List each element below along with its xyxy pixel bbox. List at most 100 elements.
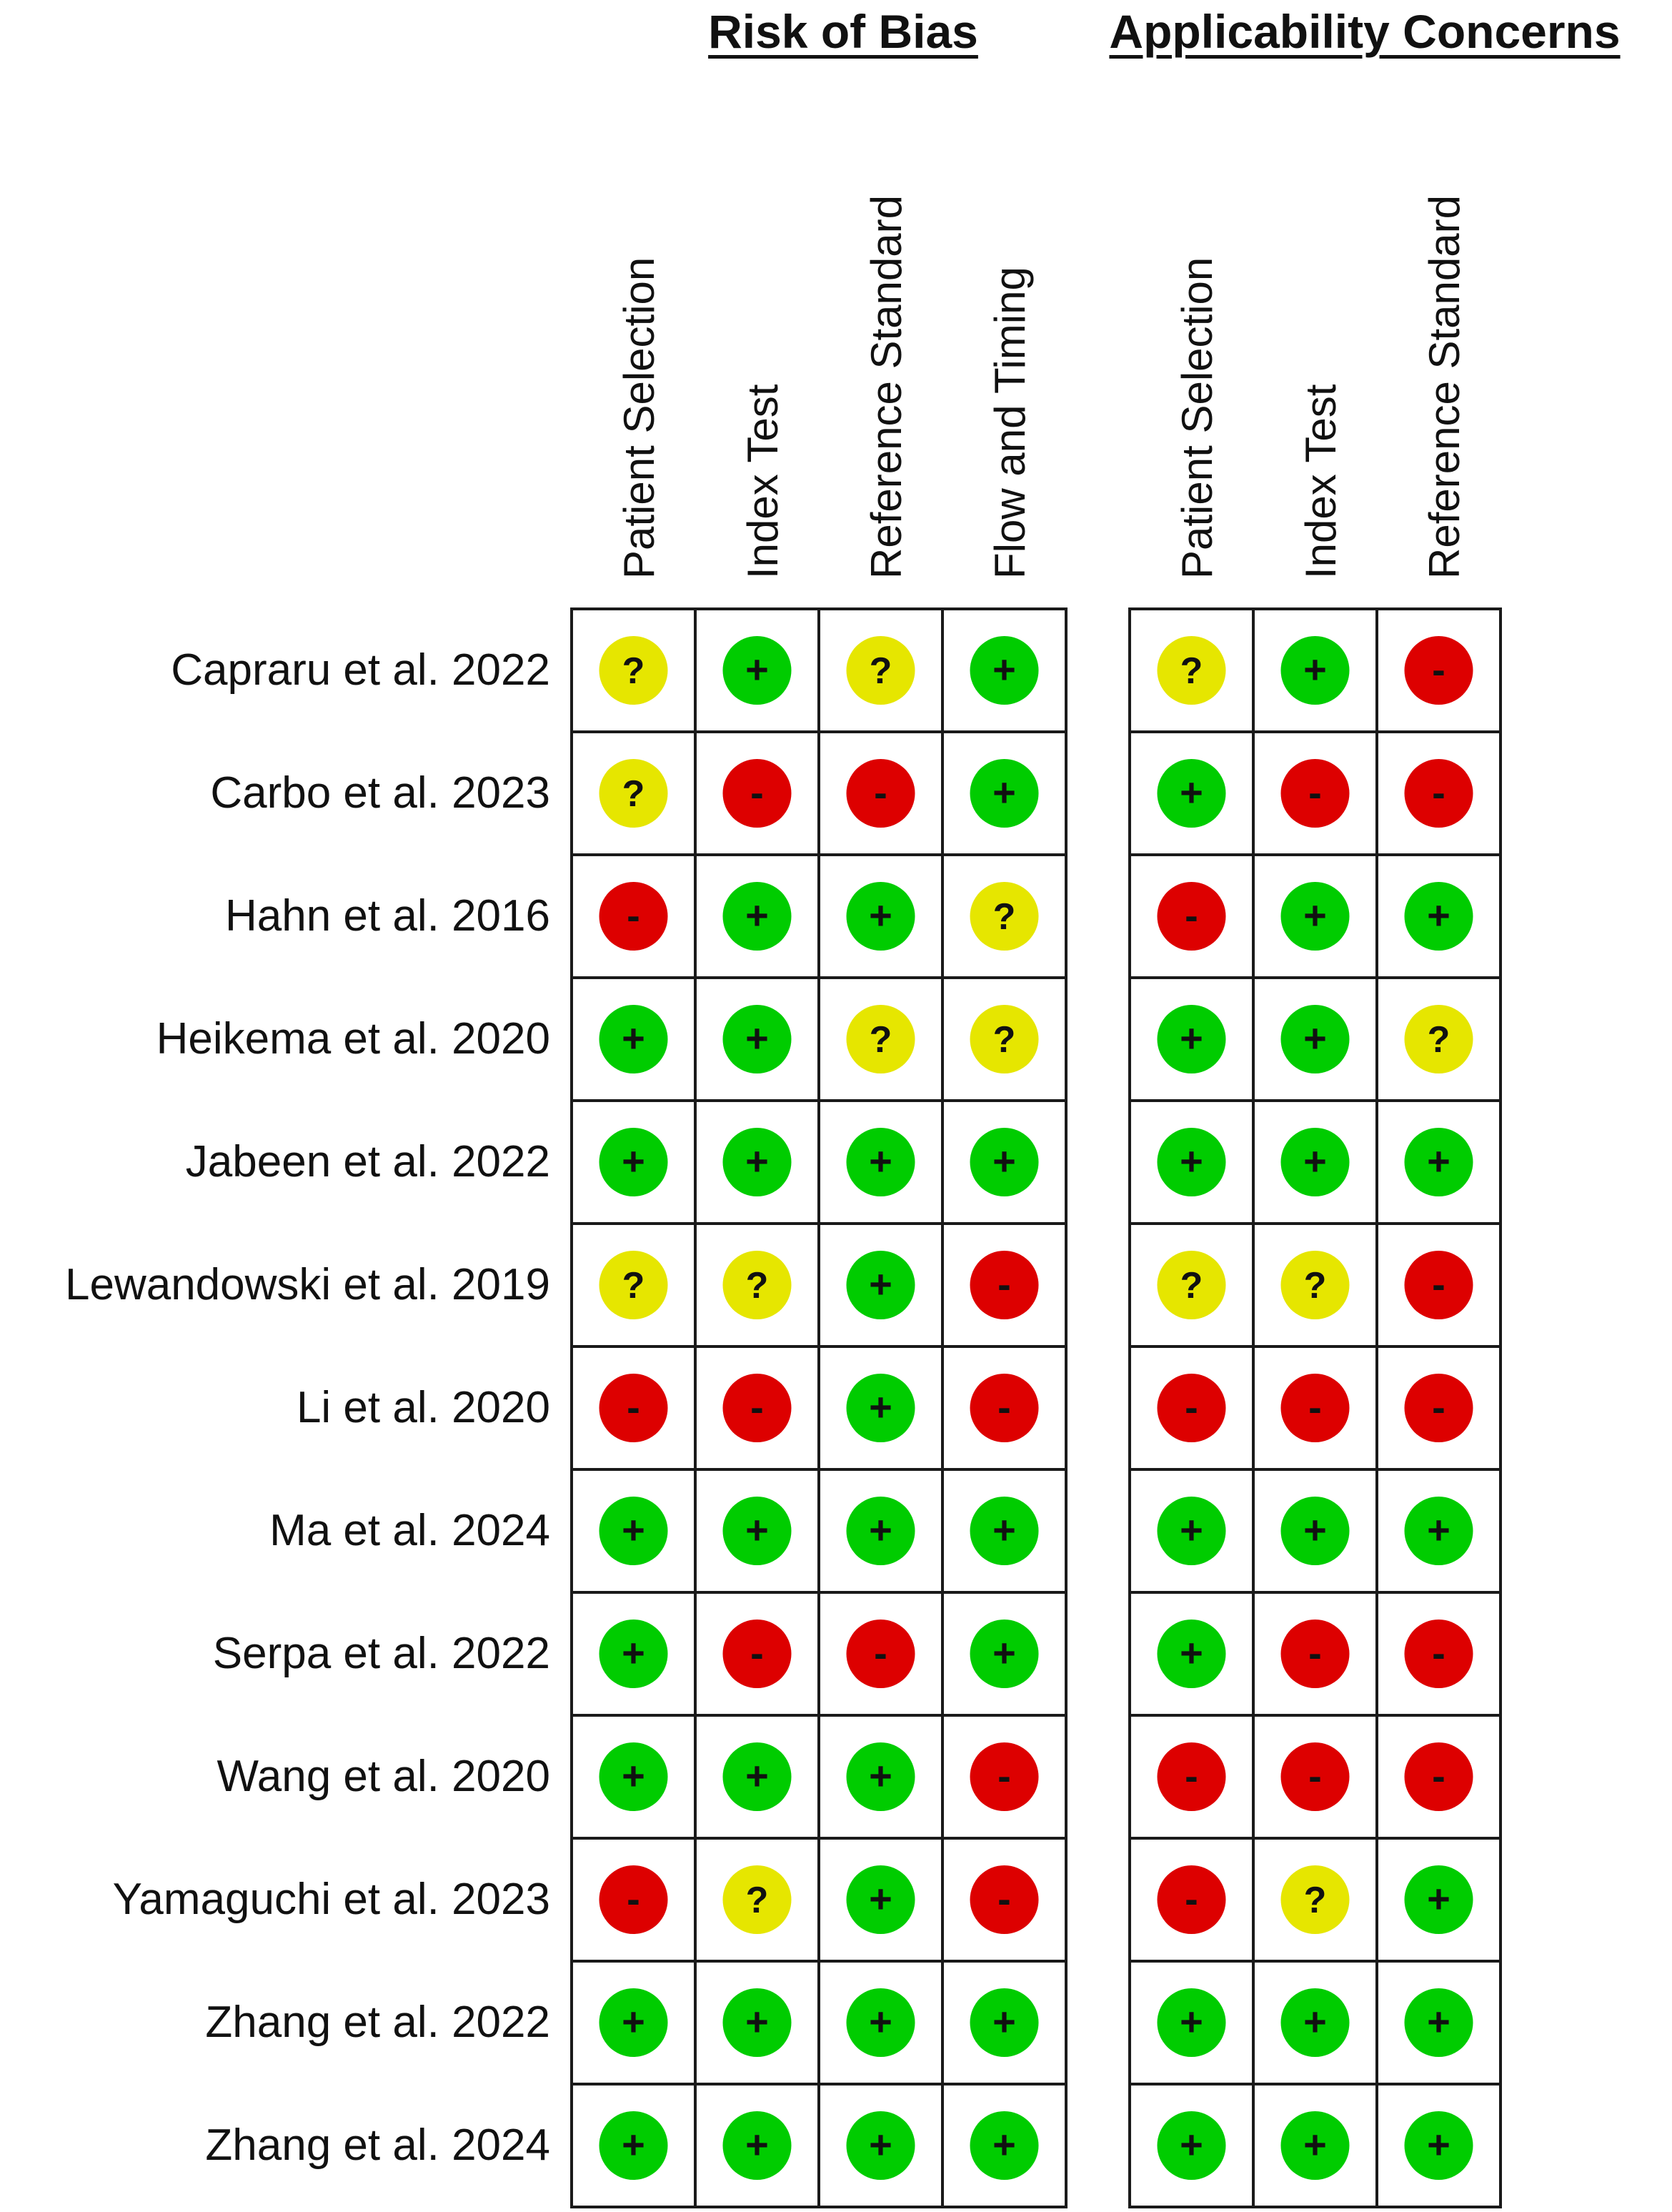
rob-reference-standard-zhang-et-al-2022-plus-symbol: + xyxy=(869,1999,892,2044)
rob-reference-standard-carbo-et-al-2023-minus-symbol: - xyxy=(874,770,887,815)
study-label-yamaguchi-2023: Yamaguchi et al. 2023 xyxy=(112,1875,550,1924)
app-cell-border xyxy=(1375,2083,1502,2208)
rob-index-test-carbo-et-al-2023-minus-marker xyxy=(722,759,792,828)
rob-reference-standard-li-et-al-2020-plus-symbol: + xyxy=(869,1384,892,1429)
app-patient-selection-heikema-et-al-2020-plus-symbol: + xyxy=(1180,1016,1203,1061)
app-reference-standard-hahn-et-al-2016-plus-marker xyxy=(1404,882,1473,951)
study-label-capraru-2022: Capraru et al. 2022 xyxy=(171,645,550,695)
app-patient-selection-zhang-et-al-2022-plus-marker xyxy=(1157,1988,1226,2057)
app-patient-selection-capraru-et-al-2022-question-symbol: ? xyxy=(1180,650,1203,692)
study-label-li-2020: Li et al. 2020 xyxy=(296,1383,550,1432)
rob-patient-selection-wang-et-al-2020-plus-symbol: + xyxy=(622,1753,645,1798)
rob-index-test-lewandowski-et-al-2019-question-symbol: ? xyxy=(746,1265,769,1306)
rob-index-test-wang-et-al-2020-plus-symbol: + xyxy=(745,1753,769,1798)
rob-reference-standard-zhang-et-al-2024-plus-marker xyxy=(846,2111,915,2180)
app-index-test-capraru-et-al-2022-plus-symbol: + xyxy=(1303,647,1327,692)
rob-reference-standard-jabeen-et-al-2022-plus-marker xyxy=(846,1128,915,1196)
rob-reference-standard-ma-et-al-2024-plus-marker xyxy=(846,1497,915,1565)
rob-patient-selection-li-et-al-2020-minus-marker xyxy=(599,1374,668,1442)
rob-patient-selection-serpa-et-al-2022-plus-symbol: + xyxy=(622,1630,645,1675)
risk-of-bias-title: Risk of Bias xyxy=(708,5,978,58)
rob-flow-and-timing-zhang-et-al-2022-plus-symbol: + xyxy=(992,1999,1016,2044)
study-label-lewandowski-2019: Lewandowski et al. 2019 xyxy=(64,1260,550,1309)
app-patient-selection-hahn-et-al-2016-minus-marker xyxy=(1157,882,1226,951)
app-reference-standard-serpa-et-al-2022-minus-symbol: - xyxy=(1432,1630,1445,1675)
app-index-test-ma-et-al-2024-plus-marker xyxy=(1280,1497,1350,1565)
app-reference-standard-heikema-et-al-2020-question-symbol: ? xyxy=(1428,1019,1450,1061)
rob-reference-standard-wang-et-al-2020-plus-marker xyxy=(846,1742,915,1811)
rob-patient-selection-lewandowski-et-al-2019-question-symbol: ? xyxy=(622,1265,645,1306)
rob-patient-selection-carbo-et-al-2023-question-symbol: ? xyxy=(622,773,645,815)
app-patient-selection-serpa-et-al-2022-plus-marker xyxy=(1157,1620,1226,1688)
rob-patient-selection-wang-et-al-2020-plus-marker xyxy=(599,1742,668,1811)
app-reference-standard-li-et-al-2020-minus-marker xyxy=(1404,1374,1473,1442)
app-patient-selection-zhang-et-al-2024-plus-symbol: + xyxy=(1180,2122,1203,2167)
rob-index-test-jabeen-et-al-2022-plus-marker xyxy=(722,1128,792,1196)
rob-flow-and-timing-wang-et-al-2020-minus-symbol: - xyxy=(997,1753,1011,1798)
app-patient-selection-serpa-et-al-2022-plus-symbol: + xyxy=(1180,1630,1203,1675)
rob-index-test-capraru-et-al-2022-plus-symbol: + xyxy=(745,647,769,692)
rob-index-test-zhang-et-al-2022-plus-marker xyxy=(722,1988,792,2057)
app-reference-standard-wang-et-al-2020-minus-marker xyxy=(1404,1742,1473,1811)
app-reference-standard-zhang-et-al-2022-plus-marker xyxy=(1404,1988,1473,2057)
app-index-test-wang-et-al-2020-minus-symbol: - xyxy=(1308,1753,1322,1798)
rob-patient-selection-ma-et-al-2024-plus-marker xyxy=(599,1497,668,1565)
rob-patient-selection-lewandowski-et-al-2019-question-marker xyxy=(599,1251,668,1319)
rob-flow-and-timing-li-et-al-2020-minus-marker xyxy=(970,1374,1039,1442)
rob-cell-border xyxy=(941,2083,1068,2208)
app-index-test-capraru-et-al-2022-plus-marker xyxy=(1280,636,1350,705)
rob-reference-standard-zhang-et-al-2022-plus-marker xyxy=(846,1988,915,2057)
rob-patient-selection-carbo-et-al-2023-question-marker xyxy=(599,759,668,828)
app-patient-selection-hahn-et-al-2016-minus-symbol: - xyxy=(1185,893,1198,938)
rob-flow-and-timing-hahn-et-al-2016-question-symbol: ? xyxy=(993,896,1016,938)
rob-index-test-zhang-et-al-2024-plus-marker xyxy=(722,2111,792,2180)
rob-reference-standard-serpa-et-al-2022-minus-marker xyxy=(846,1620,915,1688)
rob-flow-and-timing-jabeen-et-al-2022-plus-symbol: + xyxy=(992,1139,1016,1184)
app-patient-selection-jabeen-et-al-2022-plus-marker xyxy=(1157,1128,1226,1196)
app-reference-standard-zhang-et-al-2024-plus-symbol: + xyxy=(1427,2122,1450,2167)
app-reference-standard-heikema-et-al-2020-question-marker xyxy=(1404,1005,1473,1073)
rob-index-test-capraru-et-al-2022-plus-marker xyxy=(722,636,792,705)
rob-index-test-hahn-et-al-2016-plus-symbol: + xyxy=(745,893,769,938)
rob-reference-standard-wang-et-al-2020-plus-symbol: + xyxy=(869,1753,892,1798)
app-index-test-lewandowski-et-al-2019-question-symbol: ? xyxy=(1304,1265,1327,1306)
app-patient-selection-yamaguchi-et-al-2023-minus-symbol: - xyxy=(1185,1876,1198,1921)
app-reference-standard-carbo-et-al-2023-minus-marker xyxy=(1404,759,1473,828)
app-reference-standard-capraru-et-al-2022-minus-marker xyxy=(1404,636,1473,705)
rob-patient-selection-hahn-et-al-2016-minus-symbol: - xyxy=(627,893,640,938)
rob-index-test-li-et-al-2020-minus-symbol: - xyxy=(750,1384,764,1429)
rob-reference-standard-heikema-et-al-2020-question-symbol: ? xyxy=(870,1019,892,1061)
app-patient-selection-wang-et-al-2020-minus-marker xyxy=(1157,1742,1226,1811)
app-reference-standard-jabeen-et-al-2022-plus-symbol: + xyxy=(1427,1139,1450,1184)
rob-flow-and-timing-zhang-et-al-2022-plus-marker xyxy=(970,1988,1039,2057)
app-reference-standard-yamaguchi-et-al-2023-plus-symbol: + xyxy=(1427,1876,1450,1921)
app-index-test-serpa-et-al-2022-minus-symbol: - xyxy=(1308,1630,1322,1675)
rob-reference-standard-carbo-et-al-2023-minus-marker xyxy=(846,759,915,828)
app-reference-standard-wang-et-al-2020-minus-symbol: - xyxy=(1432,1753,1445,1798)
rob-reference-standard-hahn-et-al-2016-plus-marker xyxy=(846,882,915,951)
app-patient-selection-li-et-al-2020-minus-marker xyxy=(1157,1374,1226,1442)
rob-index-test-serpa-et-al-2022-minus-symbol: - xyxy=(750,1630,764,1675)
rob-patient-selection-jabeen-et-al-2022-plus-symbol: + xyxy=(622,1139,645,1184)
rob-index-test-li-et-al-2020-minus-marker xyxy=(722,1374,792,1442)
rob-index-test-hahn-et-al-2016-plus-marker xyxy=(722,882,792,951)
app-patient-selection-ma-et-al-2024-plus-symbol: + xyxy=(1180,1507,1203,1552)
rob-index-test-jabeen-et-al-2022-plus-symbol: + xyxy=(745,1139,769,1184)
rob-flow-and-timing-yamaguchi-et-al-2023-minus-symbol: - xyxy=(997,1876,1011,1921)
rob-flow-and-timing-capraru-et-al-2022-plus-marker xyxy=(970,636,1039,705)
app-reference-standard-yamaguchi-et-al-2023-plus-marker xyxy=(1404,1865,1473,1934)
rob-reference-standard-serpa-et-al-2022-minus-symbol: - xyxy=(874,1630,887,1675)
study-label-jabeen-2022: Jabeen et al. 2022 xyxy=(185,1137,550,1186)
rob-patient-selection-serpa-et-al-2022-plus-marker xyxy=(599,1620,668,1688)
rob-patient-selection-zhang-et-al-2024-plus-symbol: + xyxy=(622,2122,645,2167)
app-reference-standard-carbo-et-al-2023-minus-symbol: - xyxy=(1432,770,1445,815)
rob-flow-and-timing-heikema-et-al-2020-question-marker xyxy=(970,1005,1039,1073)
app-patient-selection-ma-et-al-2024-plus-marker xyxy=(1157,1497,1226,1565)
rob-patient-selection-zhang-et-al-2024-plus-marker xyxy=(599,2111,668,2180)
rob-patient-selection-heikema-et-al-2020-plus-symbol: + xyxy=(622,1016,645,1061)
study-label-hahn-2016: Hahn et al. 2016 xyxy=(224,891,550,941)
rob-reference-standard-ma-et-al-2024-plus-symbol: + xyxy=(869,1507,892,1552)
rob-index-test-yamaguchi-et-al-2023-question-symbol: ? xyxy=(746,1880,769,1921)
app-index-test-carbo-et-al-2023-minus-symbol: - xyxy=(1308,770,1322,815)
